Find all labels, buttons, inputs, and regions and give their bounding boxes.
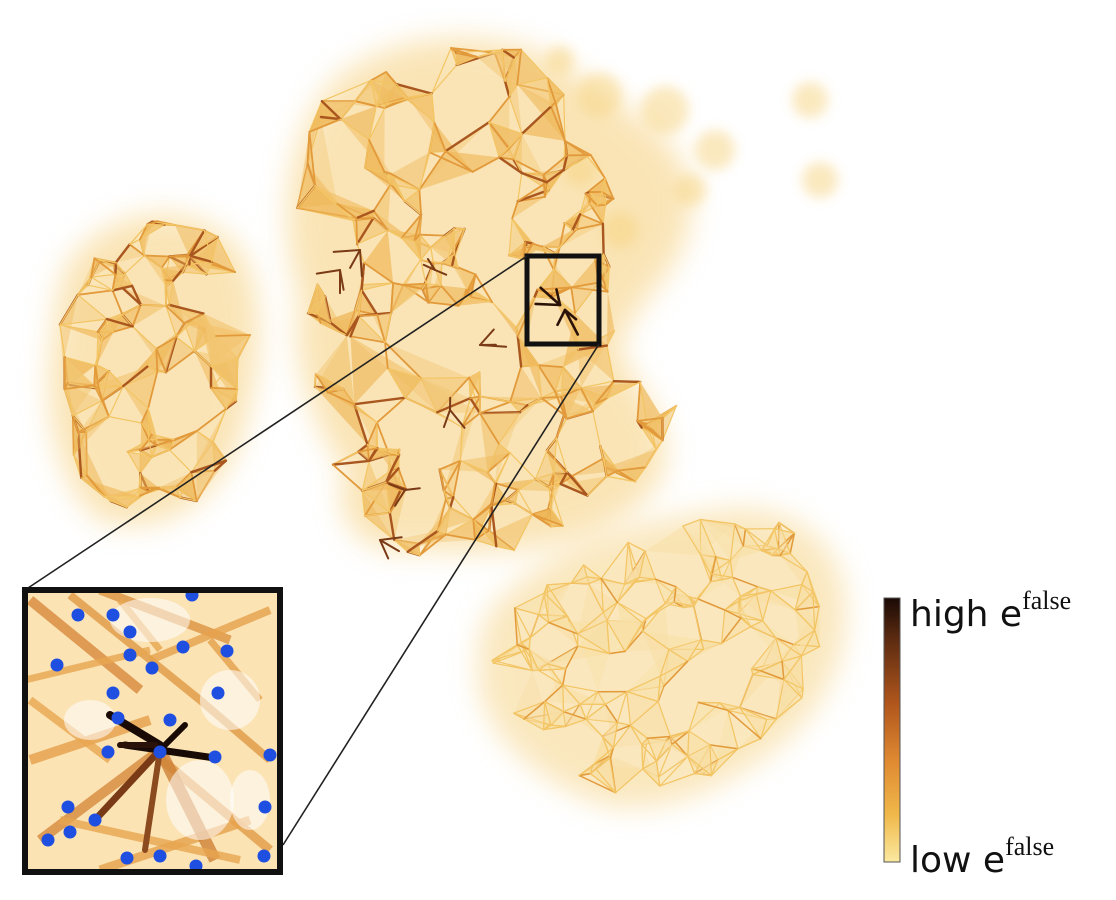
colorbar-high-superscript: false (1022, 586, 1072, 615)
colorbar-high-label: high efalse (910, 588, 1071, 635)
graph-node (123, 648, 137, 662)
graph-node (101, 745, 115, 759)
graph-node (63, 825, 77, 839)
graph-node (50, 658, 64, 672)
graph-node (153, 745, 167, 759)
graph-node (176, 640, 190, 654)
cluster-left (58, 220, 251, 509)
colorbar-low-text: low e (910, 840, 1006, 881)
graph-node (189, 859, 203, 872)
graph-node (153, 849, 167, 863)
graph-node (106, 686, 120, 700)
graph-node (120, 851, 134, 865)
graph-node (111, 711, 125, 725)
zoom-connector-line (282, 343, 600, 846)
graph-node (61, 800, 75, 814)
graph-node (106, 608, 120, 622)
graph-node (123, 625, 137, 639)
colorbar-low-label: low efalse (910, 834, 1054, 881)
cluster-right (491, 518, 821, 794)
graph-node (258, 800, 272, 814)
cluster-top (296, 47, 678, 557)
graph-node (257, 849, 271, 863)
graph-node (163, 713, 177, 727)
graph-node (211, 686, 225, 700)
colorbar (883, 597, 901, 863)
graph-node (71, 608, 85, 622)
colorbar-low-superscript: false (1005, 832, 1055, 861)
graph-edges (58, 47, 821, 794)
graph-node (220, 644, 234, 658)
zoom-connector-line (24, 255, 528, 591)
zoom-inset (22, 587, 283, 875)
graph-node (88, 813, 102, 827)
graph-node (263, 748, 277, 762)
graph-node (145, 661, 159, 675)
colorbar-high-text: high e (910, 594, 1023, 635)
graph-node (208, 750, 222, 764)
zoom-region-box (524, 253, 602, 347)
inset-nodes (41, 590, 277, 872)
graph-node (41, 833, 55, 847)
high-error-edges (315, 249, 580, 560)
